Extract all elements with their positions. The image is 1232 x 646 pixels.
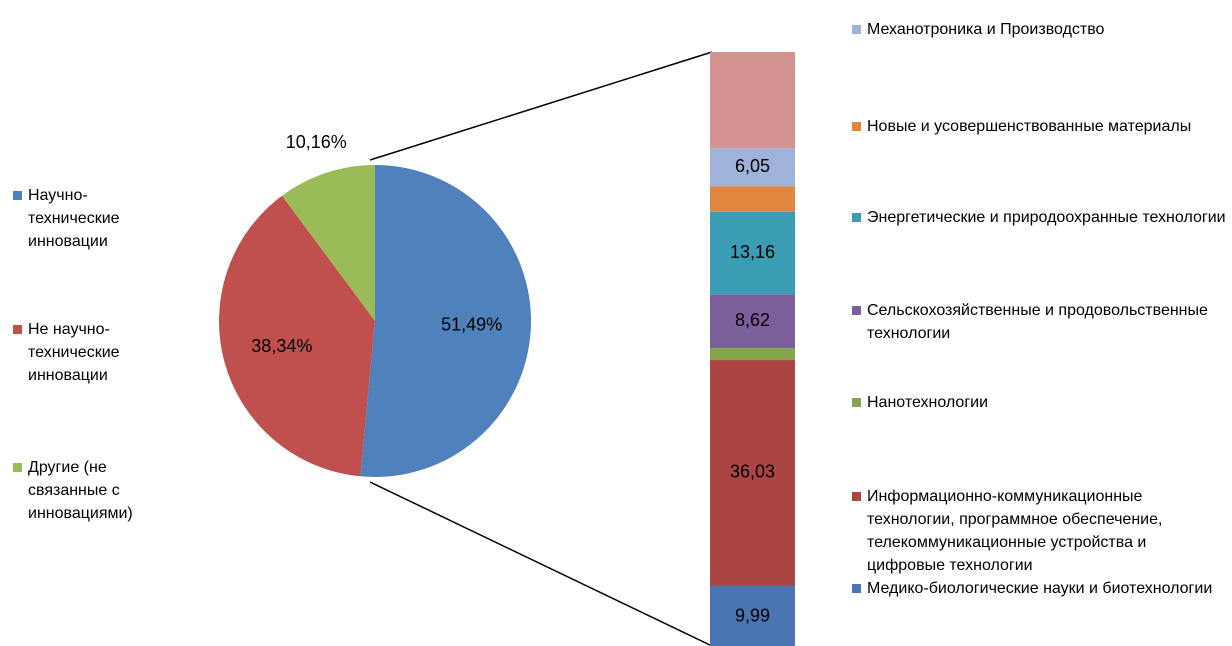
legend-label: Информационно-коммуникационные технологи… — [867, 488, 1163, 574]
bar-segment — [710, 348, 795, 361]
legend-label: Научно-технические инновации — [28, 187, 120, 250]
legend-swatch — [13, 463, 22, 472]
legend-label: Другие (не связанные с инновациями) — [28, 459, 133, 522]
bar-segment — [710, 52, 795, 149]
legend-item: Не научно-технические инновации — [13, 318, 163, 387]
legend-item: Медико-биологические науки и биотехнолог… — [852, 577, 1227, 600]
legend-swatch — [852, 213, 861, 222]
pie-slice — [282, 165, 375, 321]
data-label: 36,03 — [730, 462, 775, 482]
data-label: 51,49% — [441, 314, 502, 334]
bar-segment — [710, 585, 795, 646]
bar-segment — [710, 211, 795, 295]
data-label: 6,05 — [735, 156, 770, 176]
data-label: 38,34% — [251, 336, 312, 356]
legend-swatch — [852, 25, 861, 34]
legend-item: Новые и усовершенствованные материалы — [852, 115, 1227, 138]
data-label: 9,99 — [735, 605, 770, 625]
legend-item: Информационно-коммуникационные технологи… — [852, 485, 1227, 577]
legend-item: Другие (не связанные с инновациями) — [13, 456, 163, 525]
legend-label: Медико-биологические науки и биотехнолог… — [867, 580, 1213, 597]
data-label: 8,62 — [735, 310, 770, 330]
legend-label: Нанотехнологии — [867, 394, 989, 411]
legend-item: Механотроника и Производство — [852, 18, 1227, 41]
legend-item: Энергетические и природоохранные техноло… — [852, 206, 1227, 229]
bar-segment — [710, 360, 795, 586]
legend-swatch — [13, 191, 22, 200]
legend-swatch — [852, 122, 861, 131]
legend-item: Научно-технические инновации — [13, 184, 163, 253]
data-label: 10,16% — [286, 132, 347, 152]
legend-item: Нанотехнологии — [852, 391, 1227, 414]
legend-label: Не научно-технические инновации — [28, 321, 120, 384]
bar-segment — [710, 294, 795, 349]
data-label: 13,16 — [730, 242, 775, 262]
pie-slice — [360, 165, 531, 477]
legend-swatch — [852, 306, 861, 315]
legend-label: Энергетические и природоохранные техноло… — [867, 209, 1226, 226]
pie-slice — [218, 195, 375, 477]
legend-label: Новые и усовершенствованные материалы — [867, 118, 1192, 135]
legend-swatch — [852, 398, 861, 407]
legend-swatch — [852, 584, 861, 593]
legend-label: Сельскохозяйственные и продовольственные… — [867, 302, 1208, 342]
connector — [369, 481, 713, 646]
connector — [369, 51, 713, 161]
legend-swatch — [13, 325, 22, 334]
bar-segment — [710, 148, 795, 187]
bar-segment — [710, 186, 795, 212]
legend-label: Механотроника и Производство — [867, 21, 1105, 38]
legend-swatch — [852, 492, 861, 501]
legend-item: Сельскохозяйственные и продовольственные… — [852, 299, 1227, 345]
